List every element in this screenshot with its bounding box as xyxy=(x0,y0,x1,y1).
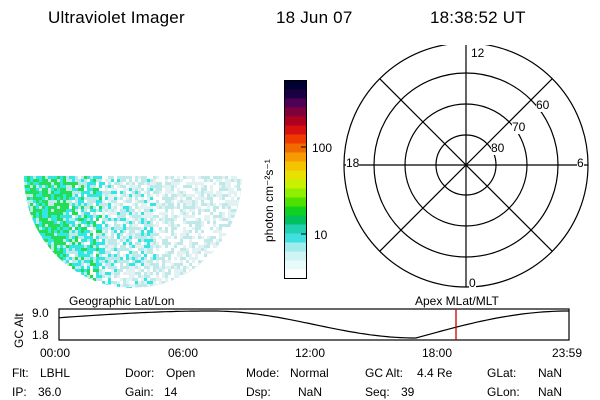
seq-value: 39 xyxy=(401,385,415,399)
mode-label: Mode: xyxy=(246,366,280,380)
gcalt-value: 4.4 Re xyxy=(417,366,453,380)
time-label: 18:38:52 UT xyxy=(430,8,526,27)
lat-label-80: 80 xyxy=(491,141,505,155)
colorbar-cell xyxy=(284,143,307,154)
colorbar-cell xyxy=(284,233,307,244)
mlt-label-6: 6 xyxy=(577,156,584,170)
timeline-ytick-9: 9.0 xyxy=(32,306,49,320)
colorbar-cell xyxy=(284,215,307,226)
colorbar-cell xyxy=(284,152,307,163)
uv-emission-pixels xyxy=(24,176,242,288)
gain-value: 14 xyxy=(164,385,178,399)
colorbar-cell xyxy=(284,206,307,217)
flt-label: Flt: xyxy=(12,366,29,380)
timeline-ytick-1-8: 1.8 xyxy=(32,328,49,342)
colorbar-cell xyxy=(284,179,307,190)
colorbar-cell xyxy=(284,116,307,127)
polar-mlt-plot xyxy=(343,45,589,288)
seq-label: Seq: xyxy=(365,385,390,399)
uv-image-map xyxy=(24,176,242,288)
timeline-left-label: Geographic Lat/Lon xyxy=(69,294,175,308)
colorbar-cell xyxy=(284,251,307,262)
glon-label: GLon: xyxy=(487,385,520,399)
colorbar-cell xyxy=(284,260,307,271)
colorbar-cell xyxy=(284,107,307,118)
colorbar-tick-100: 100 xyxy=(312,141,333,155)
colorbar-cell xyxy=(284,98,307,109)
mlt-label-18: 18 xyxy=(346,156,360,170)
colorbar-cell xyxy=(284,161,307,172)
timeline-y-axis-label: GC Alt xyxy=(12,313,26,348)
polar-diagonal-2 xyxy=(379,78,553,252)
colorbar-cell xyxy=(284,80,307,91)
ip-label: IP: xyxy=(12,385,27,399)
altitude-timeline xyxy=(58,308,570,341)
lat-label-60: 60 xyxy=(536,98,550,112)
colorbar-tick-10: 10 xyxy=(314,228,328,242)
glat-value: NaN xyxy=(538,366,563,380)
lat-label-70: 70 xyxy=(512,120,526,134)
door-label: Door: xyxy=(125,366,155,380)
colorbar-cell xyxy=(284,125,307,136)
glon-value: NaN xyxy=(538,385,563,399)
altitude-curve xyxy=(58,310,569,339)
timeline-xtick-0000: 00:00 xyxy=(40,346,71,360)
colorbar-cell xyxy=(284,269,307,280)
flt-value: LBHL xyxy=(40,366,71,380)
app-title: Ultraviolet Imager xyxy=(48,8,185,27)
colorbar-cell xyxy=(284,188,307,199)
timeline-xtick-1200: 12:00 xyxy=(295,346,326,360)
date-label: 18 Jun 07 xyxy=(276,8,353,27)
colorbar-cell xyxy=(284,224,307,235)
timeline-xtick-2359: 23:59 xyxy=(552,346,583,360)
door-value: Open xyxy=(166,366,196,380)
colorbar-cell xyxy=(284,89,307,100)
timeline-xtick-1800: 18:00 xyxy=(422,346,453,360)
gcalt-label: GC Alt: xyxy=(365,366,404,380)
colorbar xyxy=(284,80,307,280)
colorbar-cell xyxy=(284,134,307,145)
dsp-label: Dsp: xyxy=(246,385,271,399)
colorbar-cell xyxy=(284,242,307,253)
glat-label: GLat: xyxy=(487,366,517,380)
colorbar-cell xyxy=(284,170,307,181)
mode-value: Normal xyxy=(290,366,329,380)
ip-value: 36.0 xyxy=(38,385,62,399)
timeline-xtick-0600: 06:00 xyxy=(168,346,199,360)
colorbar-cell xyxy=(284,197,307,208)
dsp-value: NaN xyxy=(298,385,323,399)
mlt-label-12: 12 xyxy=(471,46,485,60)
colorbar-unit-label: photon cm⁻²s⁻¹ xyxy=(262,159,276,242)
gain-label: Gain: xyxy=(125,385,154,399)
mlt-label-0: 0 xyxy=(469,276,476,290)
timeline-right-label: Apex MLat/MLT xyxy=(415,294,499,308)
